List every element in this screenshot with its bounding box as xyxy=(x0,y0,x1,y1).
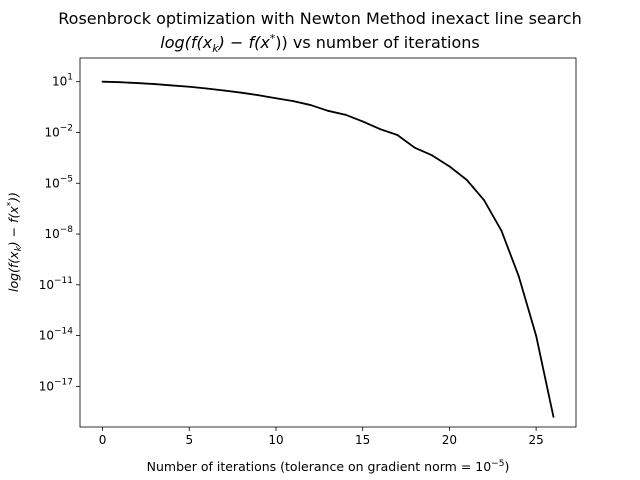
subtitle-post: )) vs number of iterations xyxy=(275,33,479,52)
x-axis-label-text: Number of iterations (tolerance on gradi… xyxy=(147,459,492,474)
x-tick-label: 10 xyxy=(268,433,283,447)
data-point xyxy=(413,146,416,149)
y-axis-label-sup: * xyxy=(6,201,16,206)
data-point xyxy=(136,82,139,84)
y-tick-label: 10−11 xyxy=(39,276,73,292)
data-point xyxy=(361,120,364,123)
plot-frame xyxy=(79,57,577,428)
data-point xyxy=(292,100,295,103)
y-tick-label: 10−17 xyxy=(39,377,73,393)
data-point xyxy=(552,415,555,418)
x-tick-label: 5 xyxy=(185,433,193,447)
plot-area: 0 5 10 15 20 25 101 10−2 10−5 10−8 10−11 10−14 10−17 xyxy=(39,57,577,447)
data-point xyxy=(448,165,451,168)
data-point xyxy=(275,97,277,100)
x-tick-label: 25 xyxy=(528,433,543,447)
subtitle-sup: * xyxy=(270,32,276,45)
data-point xyxy=(327,109,329,112)
y-tick-label: 10−5 xyxy=(44,174,73,190)
data-point xyxy=(257,94,260,97)
data-point xyxy=(309,104,312,106)
y-tick-label: 101 xyxy=(52,73,73,89)
data-point xyxy=(396,134,399,136)
data-point xyxy=(517,275,520,278)
chart-title: Rosenbrock optimization with Newton Meth… xyxy=(58,9,581,28)
y-axis-label-sub: k xyxy=(14,245,24,251)
data-point xyxy=(171,84,173,87)
y-axis-label-pre: log(f(x xyxy=(6,251,21,292)
data-point xyxy=(465,178,468,181)
data-point xyxy=(101,80,104,83)
y-axis-label-mid: ) − f(x xyxy=(6,206,21,248)
y-tick-label: 10−2 xyxy=(44,123,73,139)
data-point xyxy=(535,334,538,337)
data-point xyxy=(205,87,208,90)
x-axis-label: Number of iterations (tolerance on gradi… xyxy=(147,459,510,474)
data-point xyxy=(153,83,156,85)
x-tick-label: 15 xyxy=(355,433,370,447)
chart-subtitle: log(f(xk) − f(x*)) vs number of iteratio… xyxy=(160,32,479,55)
series-line-0 xyxy=(102,80,555,418)
data-point xyxy=(431,154,433,157)
data-point xyxy=(344,113,347,116)
subtitle-mid: ) − f(x xyxy=(218,33,271,52)
data-point xyxy=(500,229,503,232)
data-point xyxy=(240,91,243,94)
x-axis-label-sup: −5 xyxy=(491,459,504,469)
data-point xyxy=(188,85,191,88)
y-tick-label: 10−14 xyxy=(39,327,74,343)
x-axis-label-post: ) xyxy=(504,459,509,474)
data-point xyxy=(118,81,121,84)
data-point xyxy=(379,128,381,130)
data-point xyxy=(483,199,485,202)
y-axis-label: log(f(xk) − f(x*)) xyxy=(6,192,24,292)
subtitle-pre: log(f(x xyxy=(160,33,213,52)
subtitle-sub: k xyxy=(212,42,219,55)
data-point xyxy=(223,89,225,92)
x-tick-label: 20 xyxy=(442,433,457,447)
x-tick-label: 0 xyxy=(99,433,107,447)
y-axis-label-post: )) xyxy=(6,192,21,203)
y-tick-label: 10−8 xyxy=(44,225,73,241)
